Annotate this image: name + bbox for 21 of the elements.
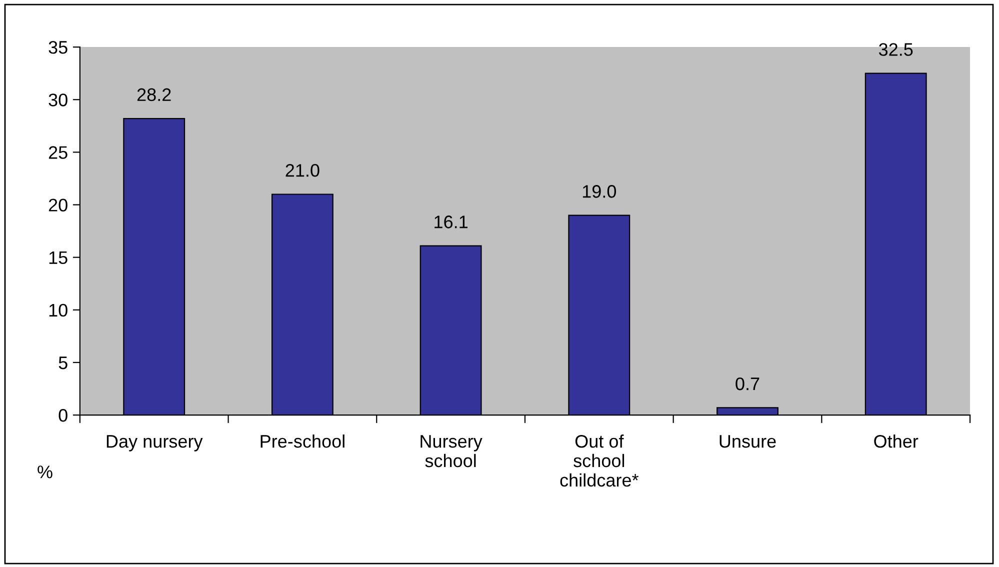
y-tick-label: 25 xyxy=(48,146,68,159)
x-tick-label: Other xyxy=(874,434,918,448)
y-tick-label: 5 xyxy=(58,356,68,370)
x-tick-label: Nursery school xyxy=(420,435,482,468)
y-tick-label: 15 xyxy=(49,251,68,264)
data-label: 32.5 xyxy=(878,43,913,56)
x-tick-label: Pre-school xyxy=(260,434,344,448)
x-tick-label: Unsure xyxy=(720,435,776,448)
data-label: 19.0 xyxy=(582,185,616,198)
y-tick-label: 10 xyxy=(49,304,68,317)
y-tick-label: 0 xyxy=(58,408,68,422)
y-tick-label: 35 xyxy=(48,40,68,54)
data-label: 16.1 xyxy=(434,216,468,228)
y-tick-label: 20 xyxy=(48,198,68,212)
y-tick-label: 30 xyxy=(48,94,68,106)
y-axis-title: % xyxy=(38,466,52,478)
x-tick-label: Out of school childcare* xyxy=(560,434,639,487)
data-label: 0.7 xyxy=(736,377,760,390)
x-tick-label: Day nursery xyxy=(106,435,203,452)
data-label: 28.2 xyxy=(137,88,171,102)
data-label: 21.0 xyxy=(286,164,320,177)
